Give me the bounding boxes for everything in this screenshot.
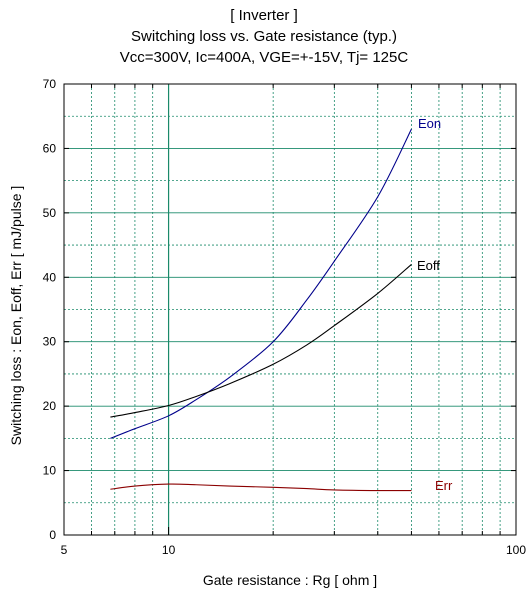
chart-title-line-3: Vcc=300V, Ic=400A, VGE=+-15V, Tj= 125C [119, 49, 409, 66]
series-line-eoff [110, 263, 412, 418]
tick-labels: 0 10 20 30 40 50 60 70 5 10 100 [43, 77, 527, 557]
series-label-eoff: Eoff [417, 258, 440, 273]
y-tick-label: 50 [43, 206, 57, 220]
x-tick-label: 5 [61, 543, 68, 557]
plot-frame [63, 83, 517, 536]
chart-title-line-2: Switching loss vs. Gate resistance (typ.… [131, 28, 397, 45]
y-tick-label: 10 [43, 464, 57, 478]
y-tick-label: 0 [49, 528, 56, 542]
y-tick-label: 40 [43, 270, 57, 284]
series-lines [110, 128, 412, 492]
x-axis-label: Gate resistance : Rg [ ohm ] [203, 572, 377, 588]
y-tick-label: 70 [43, 77, 57, 91]
y-axis-label: Switching loss : Eon, Eoff, Err [ mJ/pul… [8, 186, 24, 446]
grid [64, 84, 516, 535]
x-tick-label: 10 [162, 543, 176, 557]
y-tick-label: 30 [43, 335, 57, 349]
series-label-eon: Eon [418, 116, 441, 131]
chart-title-line-1: [ Inverter ] [230, 7, 298, 24]
series-line-err [110, 483, 412, 492]
series-labels: Eon Eoff Err [417, 116, 453, 493]
y-tick-label: 60 [43, 141, 57, 155]
series-line-eon [110, 128, 412, 439]
y-tick-label: 20 [43, 399, 57, 413]
x-tick-label: 100 [506, 543, 526, 557]
series-label-err: Err [435, 478, 453, 493]
